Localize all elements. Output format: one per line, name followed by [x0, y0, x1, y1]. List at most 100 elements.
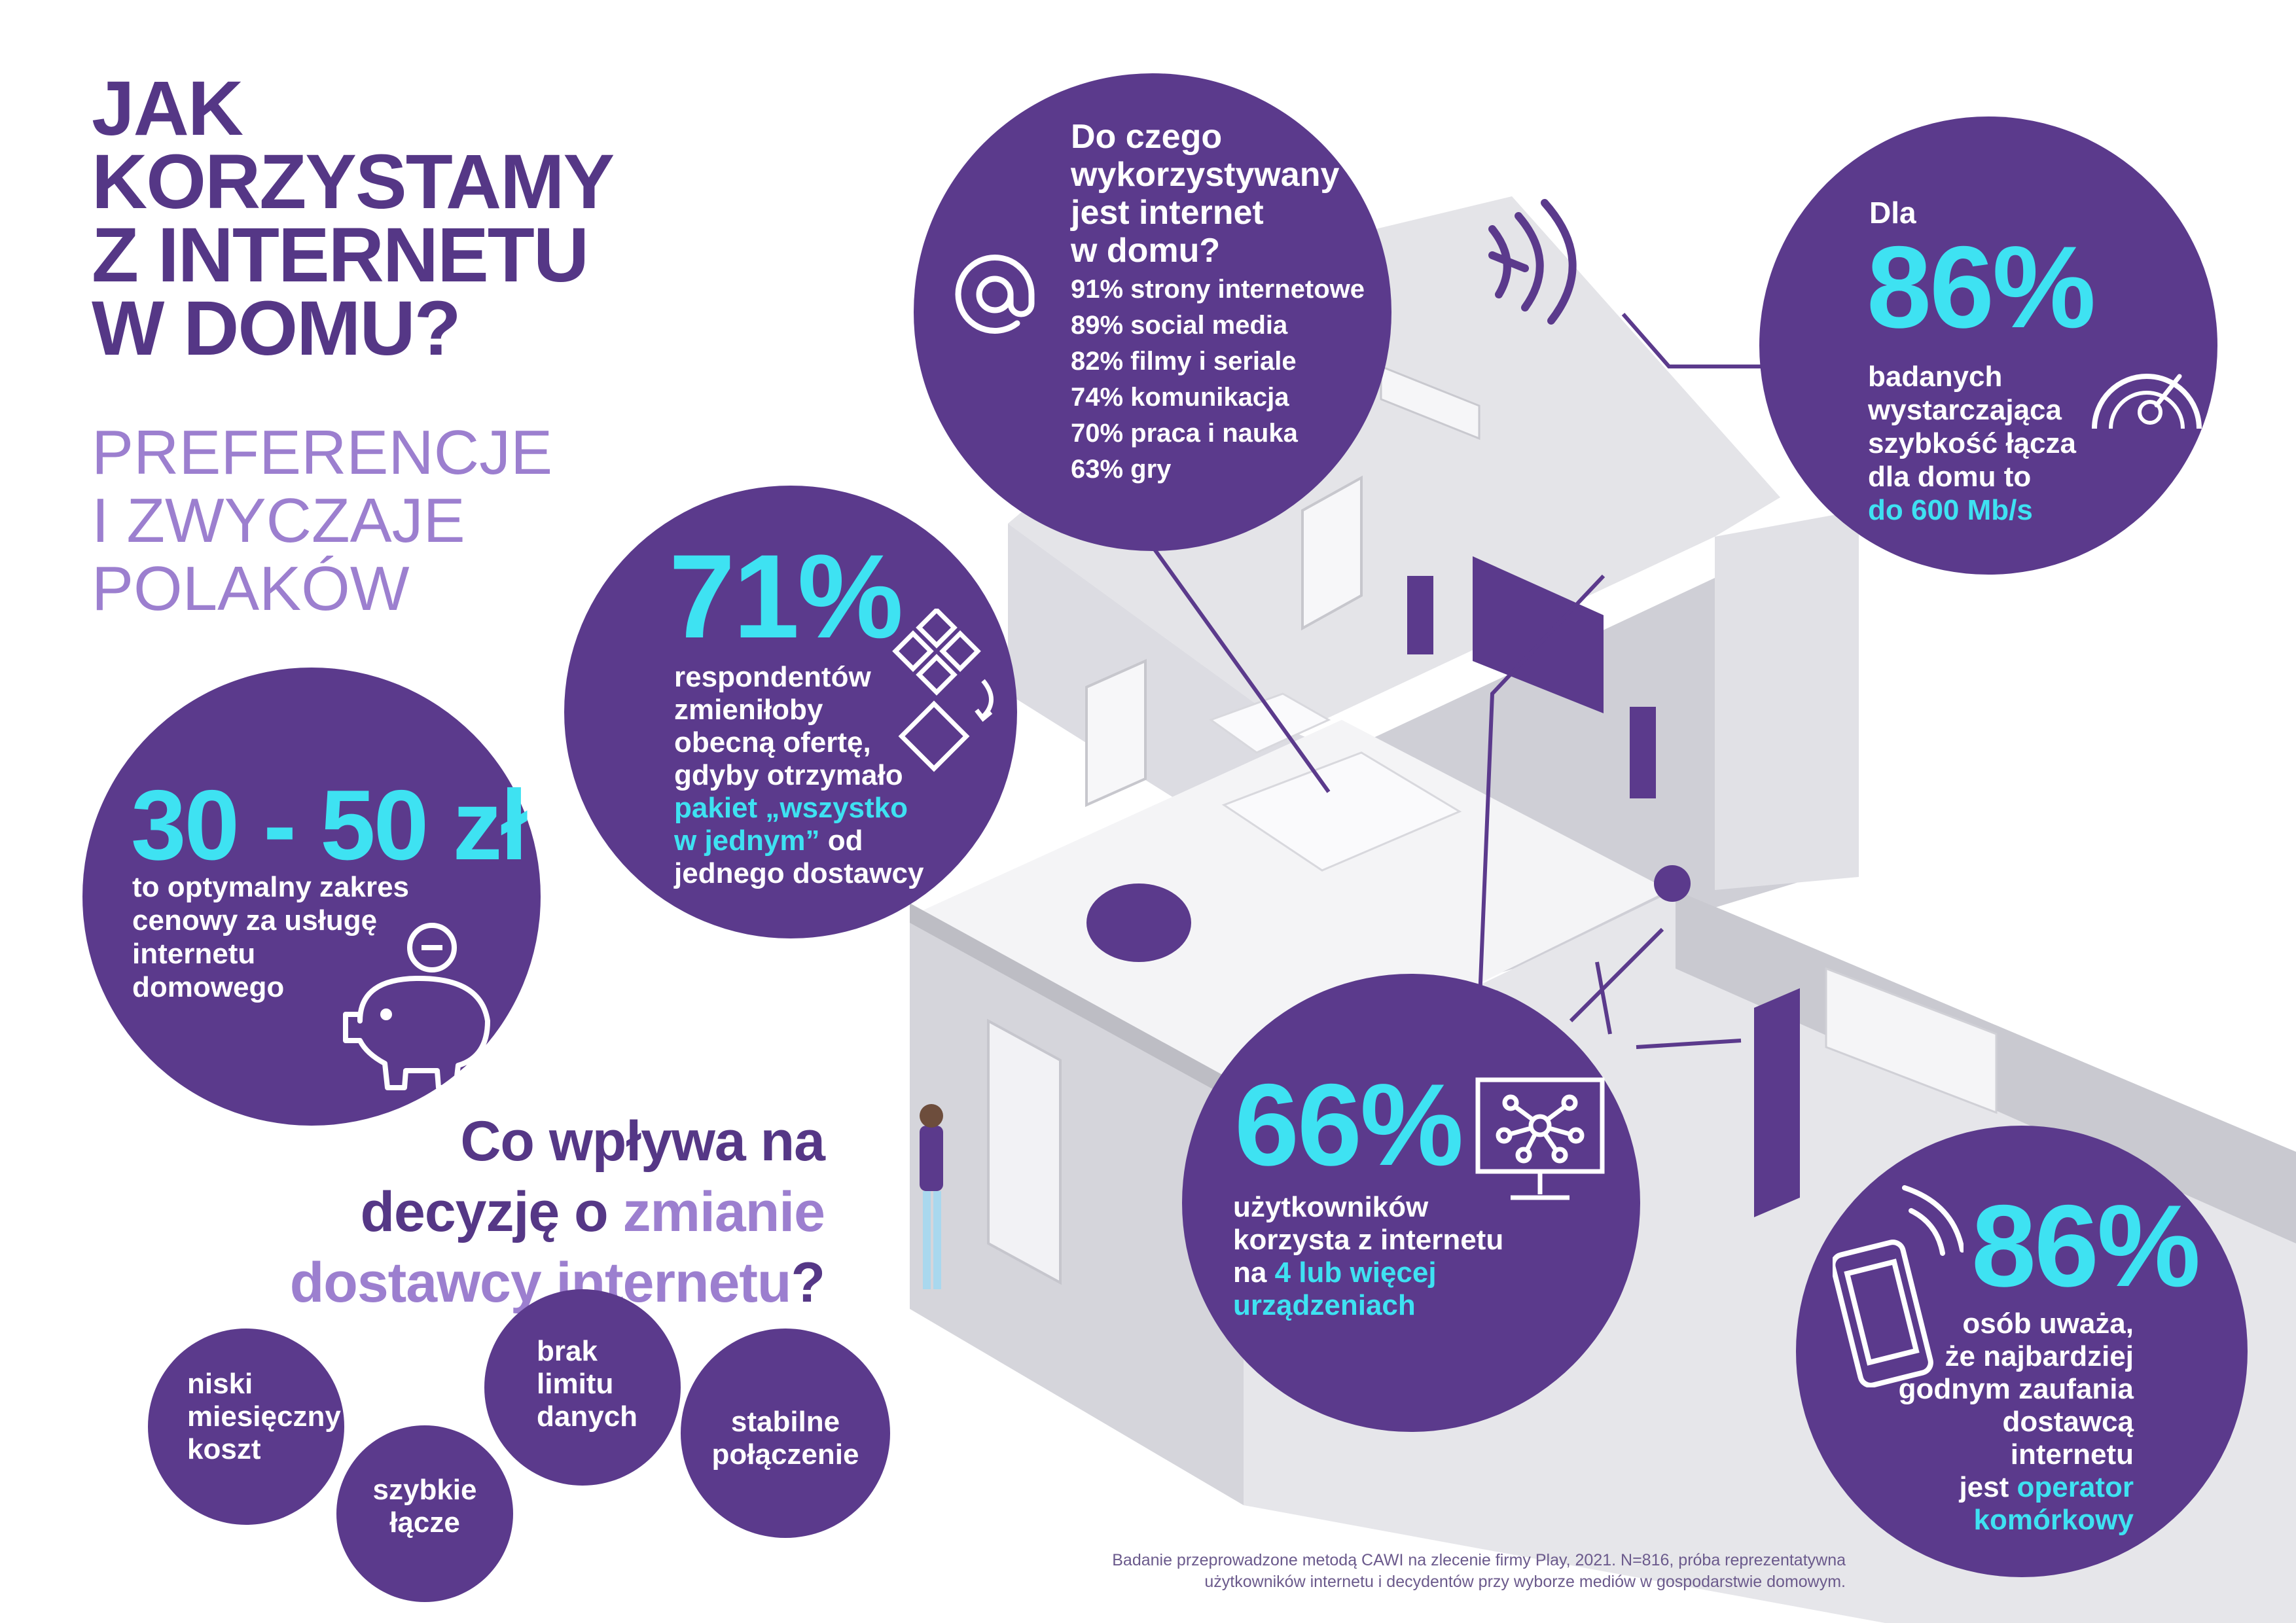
wifi-waves-icon	[1488, 199, 1577, 325]
standing-person	[920, 1104, 943, 1289]
trust-highlight: operator	[2017, 1471, 2134, 1503]
offer-line: gdyby otrzymało	[674, 759, 903, 791]
price-line: domowego	[132, 971, 285, 1003]
sofa	[1221, 751, 1462, 872]
trust-line: osób uważa,	[1962, 1308, 2134, 1340]
armchair	[1208, 692, 1331, 754]
factor-line: danych	[537, 1400, 638, 1433]
usage-item: 91% strony internetowe	[1071, 275, 1365, 304]
price-line: to optymalny zakres	[132, 871, 410, 903]
package-switch-icon	[892, 609, 994, 772]
page-title: JAK KORZYSTAMY Z INTERNETU W DOMU?	[92, 65, 681, 372]
offer-text: respondentów zmieniłoby obecną ofertę, g…	[674, 661, 949, 890]
footnote-line: Badanie przeprowadzone metodą CAWI na zl…	[1112, 1551, 1846, 1569]
smartphone-signal-icon	[1833, 1185, 1964, 1387]
fridge	[1754, 988, 1800, 1217]
title-line: W DOMU?	[92, 285, 461, 372]
factor-line: stabilne	[730, 1406, 840, 1438]
factor-circle	[681, 1329, 890, 1538]
offer-value: 71%	[669, 529, 903, 663]
usage-title-line: Do czego	[1071, 118, 1223, 156]
devices-line: korzysta z internetu	[1233, 1224, 1504, 1256]
air-conditioner	[1380, 365, 1480, 440]
living-room-floor	[910, 720, 1669, 1099]
devices-line: użytkowników	[1233, 1191, 1429, 1223]
factor-circle	[336, 1425, 513, 1602]
house-roof-left	[1008, 196, 1780, 733]
price-line: internetu	[132, 938, 256, 970]
speed-prefix: Dla	[1869, 196, 1916, 230]
price-value: 30 - 50 zł	[131, 770, 528, 881]
factor-label: brak limitu danych	[484, 1335, 681, 1433]
factor-label: stabilne połączenie	[681, 1406, 890, 1471]
offer-line: respondentów	[674, 661, 871, 693]
decision-line: ?	[791, 1251, 825, 1314]
page-subtitle: PREFERENCJE I ZWYCZAJE POLAKÓW	[92, 419, 552, 623]
at-sign-icon	[955, 255, 1035, 334]
speed-line: szybkość łącza	[1868, 427, 2076, 459]
speed-line: badanych	[1868, 361, 2003, 393]
offer-line: jednego dostawcy	[674, 857, 924, 889]
factor-line: brak	[537, 1335, 598, 1367]
devices-line: na	[1233, 1257, 1267, 1289]
devices-value: 66%	[1234, 1060, 1463, 1190]
subtitle-line: I ZWYCZAJE	[92, 486, 465, 556]
factor-circle	[148, 1329, 344, 1525]
usage-item: 82% filmy i seriale	[1071, 347, 1297, 376]
usage-item: 63% gry	[1071, 455, 1172, 484]
speed-circle	[1759, 116, 2217, 575]
speed-line: wystarczająca	[1868, 394, 2062, 426]
speed-line: dla domu to	[1868, 461, 2032, 493]
trust-highlight: komórkowy	[1973, 1504, 2134, 1536]
factor-line: łącze	[389, 1507, 460, 1539]
usage-title: Do czego wykorzystywany jest internet w …	[1071, 118, 1372, 270]
devices-highlight: 4 lub więcej	[1274, 1257, 1437, 1289]
factor-line: połączenie	[711, 1438, 859, 1471]
speed-value: 86%	[1867, 222, 2096, 352]
speed-text: badanych wystarczająca szybkość łącza dl…	[1868, 360, 2104, 527]
trust-value: 86%	[1971, 1181, 2200, 1311]
kitchen-cabinets	[1825, 967, 1998, 1115]
usage-item: 74% komunikacja	[1071, 383, 1289, 412]
factor-line: niski	[187, 1368, 253, 1400]
factor-line: koszt	[187, 1433, 261, 1465]
front-door	[987, 1018, 1062, 1285]
usage-list: 91% strony internetowe 89% social media …	[1071, 272, 1385, 488]
trust-line: godnym zaufania	[1898, 1373, 2134, 1405]
factor-line: szybkie	[372, 1474, 477, 1506]
factor-label: szybkie łącze	[336, 1474, 513, 1539]
decision-line: Co wpływa na	[460, 1110, 825, 1173]
speaker-right	[1630, 707, 1656, 798]
tv-screen	[1473, 556, 1604, 713]
usage-title-line: wykorzystywany	[1071, 156, 1340, 194]
factor-line: miesięczny	[187, 1400, 341, 1433]
house-gable-right	[1715, 510, 1859, 890]
footnote-line: użytkowników internetu i decydentów przy…	[1204, 1573, 1846, 1591]
offer-highlight: w jednym”	[674, 825, 820, 857]
offer-line: zmieniłoby	[674, 694, 823, 726]
piggy-bank-icon	[343, 923, 490, 1090]
trust-line: że najbardziej	[1945, 1340, 2134, 1372]
usage-title-line: jest internet	[1071, 194, 1264, 232]
trust-circle	[1796, 1126, 2248, 1577]
decision-line: decyzję o	[360, 1181, 608, 1243]
speedometer-icon	[2092, 374, 2202, 429]
factor-label: niski miesięczny koszt	[148, 1368, 344, 1466]
devices-circle	[1182, 974, 1640, 1432]
offer-line: obecną ofertę,	[674, 726, 871, 758]
house-wall-front-left-top	[910, 903, 1244, 1106]
usage-title-line: w domu?	[1071, 232, 1221, 270]
monitor-network-icon	[1475, 1077, 1605, 1200]
price-line: cenowy za usługę	[132, 904, 378, 936]
title-line: JAK	[92, 65, 243, 152]
offer-highlight: pakiet „wszystko	[674, 792, 908, 824]
factor-circle	[484, 1289, 681, 1486]
trust-line: jest	[1959, 1471, 2009, 1503]
footnote: Badanie przeprowadzone metodą CAWI na zl…	[1021, 1550, 1846, 1593]
usage-item: 70% praca i nauka	[1071, 419, 1298, 448]
decision-highlight: zmianie	[622, 1181, 825, 1243]
window-left	[1085, 658, 1147, 808]
bean-bag	[1086, 883, 1191, 962]
factor-line: limitu	[537, 1368, 614, 1400]
price-circle	[82, 668, 541, 1126]
